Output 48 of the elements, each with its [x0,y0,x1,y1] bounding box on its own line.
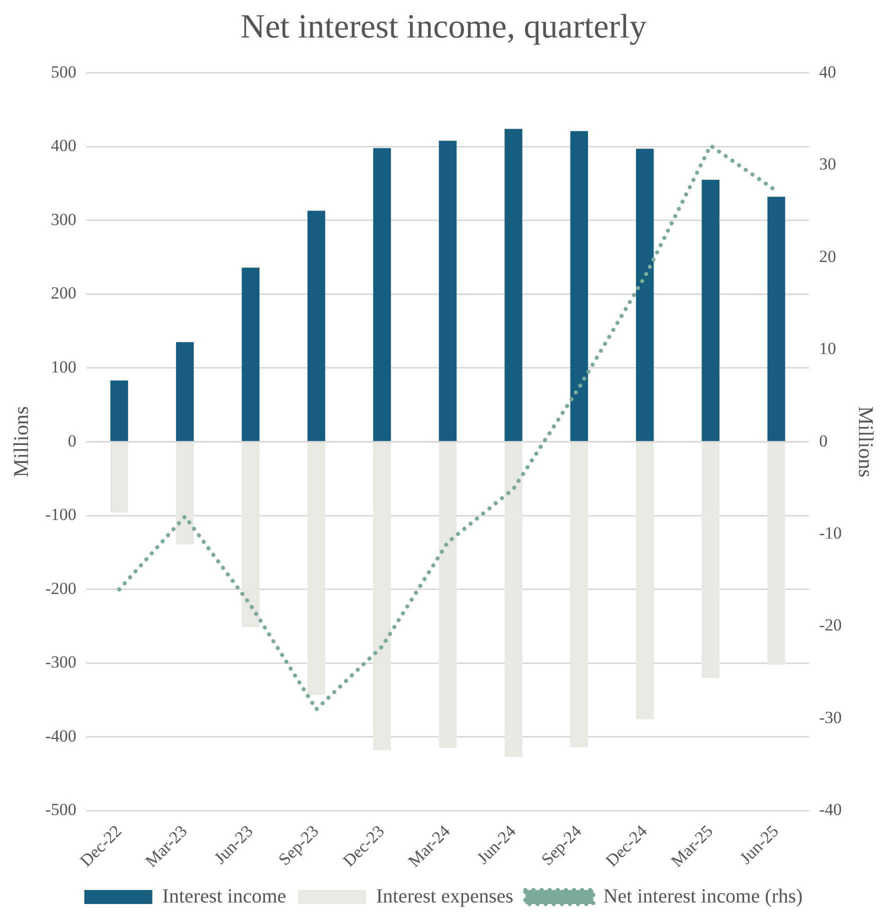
bar [438,442,457,748]
bar [636,148,654,442]
bar [176,342,194,442]
bar [504,442,522,757]
bar [636,442,654,720]
y2-tick-label: -40 [819,800,842,820]
bar [767,442,786,665]
y-tick-label: 0 [68,431,76,450]
chart-title: Net interest income, quarterly [240,8,646,46]
y2-axis-title: Millions [854,406,878,478]
bar [242,442,260,628]
y-tick-label: 500 [50,62,76,82]
y2-tick-label: 30 [819,154,836,174]
y-tick-label: 200 [50,284,76,303]
y2-tick-label: 10 [819,339,836,358]
y-tick-label: -500 [45,800,76,820]
y2-tick-label: -10 [819,523,842,542]
bar [242,268,260,442]
bar [767,196,786,442]
y-tick-label: -400 [45,726,76,746]
bar [176,442,194,544]
y2-tick-label: 0 [819,431,828,450]
y2-tick-label: -20 [819,616,842,635]
y-tick-label: 100 [50,357,76,376]
bar [373,148,391,442]
y2-tick-label: -30 [819,708,842,727]
bar [504,128,522,442]
y2-tick-label: 20 [819,246,836,266]
y-tick-label: -100 [45,505,76,524]
y-tick-label: -300 [45,652,76,672]
bar [570,442,588,748]
y2-tick-label: 40 [819,62,836,82]
y-tick-label: -200 [45,578,76,598]
bar [373,442,391,750]
bar [110,380,128,442]
bar [110,442,128,513]
legend-label: Interest income [162,885,286,908]
y-tick-label: 400 [50,136,76,156]
bar [702,442,720,678]
legend-label: Interest expenses [376,885,514,908]
bar [307,210,326,442]
y-axis-title: Millions [9,406,34,478]
bar [307,442,326,695]
bar [438,140,457,442]
bar [570,131,588,442]
y-tick-label: 300 [50,210,76,229]
bar [702,180,720,442]
legend-label: Net interest income (rhs) [603,885,803,908]
